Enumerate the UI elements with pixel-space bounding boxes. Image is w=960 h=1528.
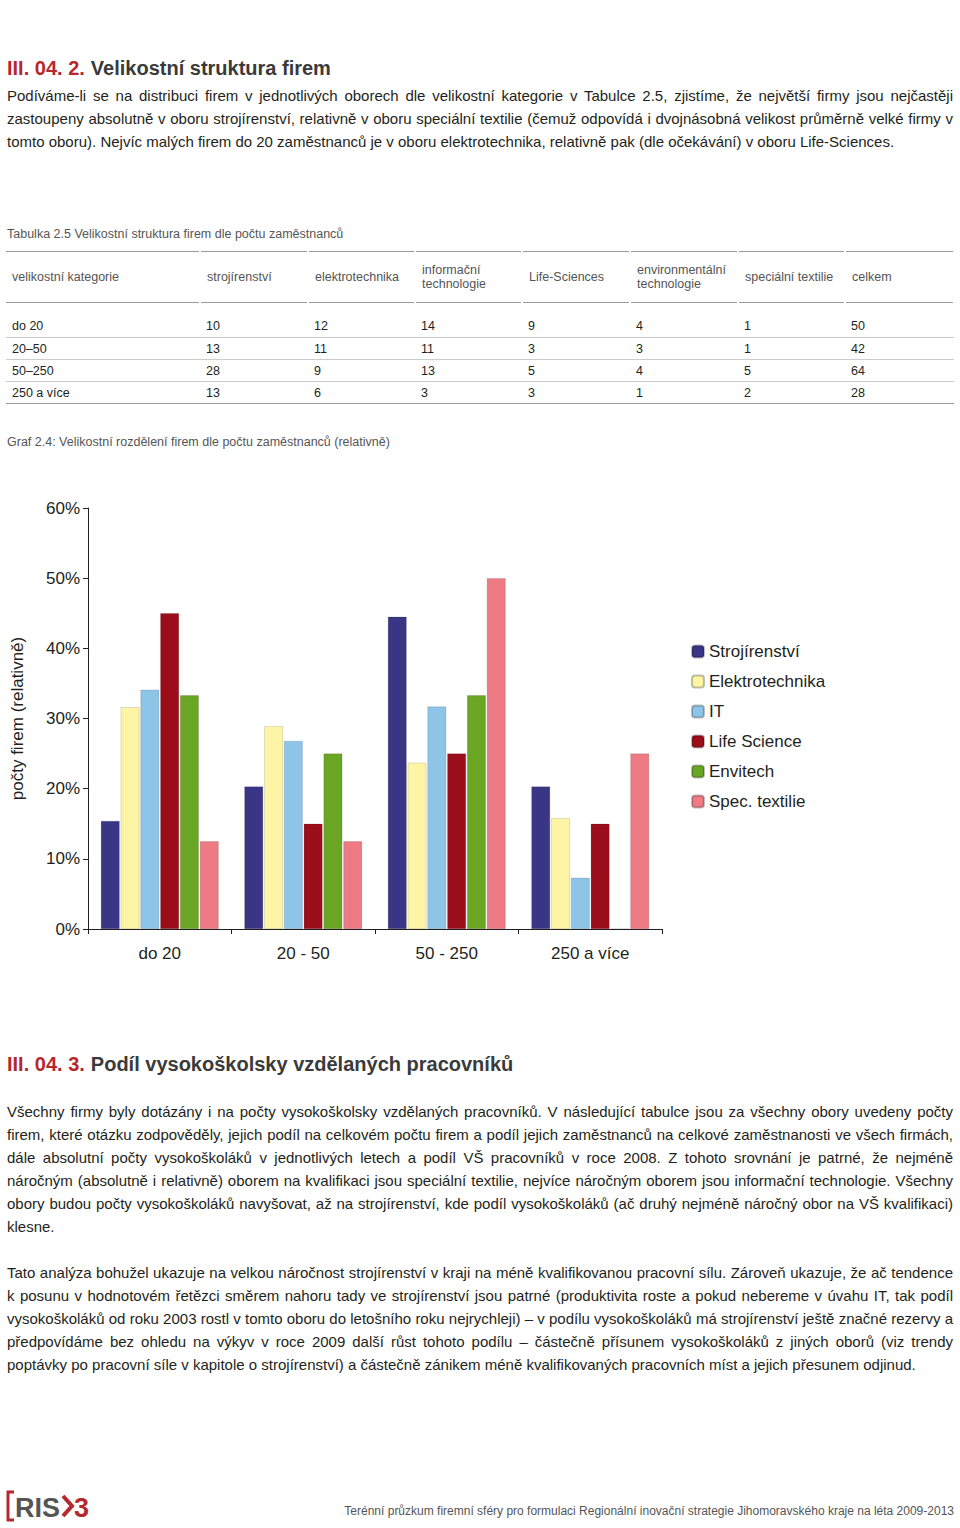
html-text:11: 11 xyxy=(421,341,434,356)
html-text:Všechny firmy byly dotázány i: Všechny firmy byly dotázány i na počty v… xyxy=(7,1103,953,1235)
html-text:Life-Sciences: Life-Sciences xyxy=(529,270,604,284)
svg-text:Envitech: Envitech xyxy=(709,762,774,781)
html-text:9: 9 xyxy=(314,363,321,378)
svg-text:250 a více: 250 a více xyxy=(551,944,629,963)
html-text:50: 50 xyxy=(851,319,865,333)
html-text:III. 04. 3. Podíl vysokoškolsk: III. 04. 3. Podíl vysokoškolsky vzdělaný… xyxy=(7,1053,514,1075)
html-text:Tato analýza bohužel ukazuje n: Tato analýza bohužel ukazuje na velkou n… xyxy=(7,1264,953,1373)
svg-text:3: 3 xyxy=(74,1493,89,1523)
html-text:environmentální technologie: environmentální technologie xyxy=(637,263,726,291)
svg-text:60%: 60% xyxy=(46,499,80,518)
html-text:13: 13 xyxy=(206,341,220,356)
html-text:250 a více: 250 a více xyxy=(12,385,70,400)
svg-text:RIS: RIS xyxy=(15,1493,60,1523)
html-text:elektrotechnika: elektrotechnika xyxy=(315,270,400,284)
html-text:3: 3 xyxy=(421,385,428,400)
svg-text:0%: 0% xyxy=(55,920,80,939)
html-text:III. 04. 2. Velikostní struktu: III. 04. 2. Velikostní struktura firem xyxy=(7,57,331,79)
html-text:13: 13 xyxy=(206,385,220,400)
html-text:11: 11 xyxy=(314,341,327,356)
html-text:do 20: do 20 xyxy=(12,319,44,333)
html-text:Podíváme-li se na distribuci f: Podíváme-li se na distribuci firem v jed… xyxy=(7,87,953,150)
svg-text:Spec. textilie: Spec. textilie xyxy=(709,792,805,811)
html-text:1: 1 xyxy=(744,341,751,356)
html-text:3: 3 xyxy=(636,341,643,356)
html-text:informační technologie: informační technologie xyxy=(422,263,486,291)
svg-text:20%: 20% xyxy=(46,779,80,798)
html-text:speciální textilie: speciální textilie xyxy=(745,270,834,284)
svg-text:30%: 30% xyxy=(46,709,80,728)
html-text:5: 5 xyxy=(744,363,751,378)
html-text:3: 3 xyxy=(528,385,535,400)
html-text:4: 4 xyxy=(636,363,643,378)
svg-text:Strojírenství: Strojírenství xyxy=(709,642,800,661)
html-text:64: 64 xyxy=(851,363,865,378)
html-text:10: 10 xyxy=(206,319,220,333)
html-text:13: 13 xyxy=(421,363,435,378)
html-text:12: 12 xyxy=(314,319,328,333)
html-text:strojírenství: strojírenství xyxy=(207,270,272,284)
html-text:42: 42 xyxy=(851,341,865,356)
html-text:Graf 2.4: Velikostní rozdělení: Graf 2.4: Velikostní rozdělení firem dle… xyxy=(7,435,390,449)
html-text:14: 14 xyxy=(421,319,435,333)
svg-text:20 - 50: 20 - 50 xyxy=(277,944,330,963)
svg-text:počty firem (relativně): počty firem (relativně) xyxy=(8,637,27,800)
html-text:9: 9 xyxy=(528,319,535,333)
html-text:20–50: 20–50 xyxy=(12,341,47,356)
html-text:3: 3 xyxy=(528,341,535,356)
svg-text:40%: 40% xyxy=(46,639,80,658)
html-text:1: 1 xyxy=(636,385,643,400)
svg-text:Elektrotechnika: Elektrotechnika xyxy=(709,672,826,691)
svg-text:10%: 10% xyxy=(46,849,80,868)
html-text:4: 4 xyxy=(636,319,643,333)
html-text:velikostní kategorie: velikostní kategorie xyxy=(12,270,119,284)
html-text:6: 6 xyxy=(314,385,321,400)
html-text:5: 5 xyxy=(528,363,535,378)
html-text:2: 2 xyxy=(744,385,751,400)
html-text:50–250: 50–250 xyxy=(12,363,54,378)
html-text:Terénní průzkum firemní sféry: Terénní průzkum firemní sféry pro formul… xyxy=(344,1504,954,1518)
svg-text:50 - 250: 50 - 250 xyxy=(416,944,478,963)
svg-text:Life Science: Life Science xyxy=(709,732,802,751)
html-text:28: 28 xyxy=(206,363,220,378)
html-text:celkem: celkem xyxy=(852,270,892,284)
html-text:28: 28 xyxy=(851,385,865,400)
svg-text:50%: 50% xyxy=(46,569,80,588)
html-text:Tabulka 2.5 Velikostní struktu: Tabulka 2.5 Velikostní struktura firem d… xyxy=(7,227,344,241)
html-text:1: 1 xyxy=(744,319,751,333)
svg-text:do 20: do 20 xyxy=(138,944,181,963)
svg-text:IT: IT xyxy=(709,702,724,721)
